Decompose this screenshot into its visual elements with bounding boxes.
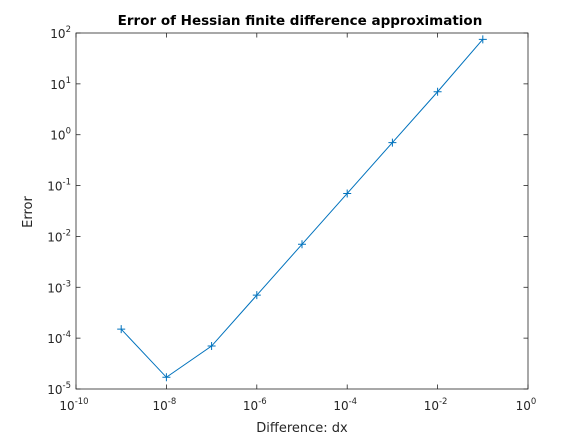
data-point-marker <box>388 138 397 147</box>
y-tick-label: 101 <box>50 76 71 92</box>
y-tick-label: 10-4 <box>47 330 71 346</box>
y-tick-label: 100 <box>50 127 71 143</box>
y-tick-label: 102 <box>50 25 71 41</box>
chart-title: Error of Hessian finite difference appro… <box>118 13 483 29</box>
tick-marks <box>75 32 529 390</box>
plot-area <box>75 32 529 390</box>
tick-labels: 10-10 10-8 10-6 10-4 10-2 100 10-5 10-4 10-3 10-2… <box>47 25 536 413</box>
x-tick-label: 10-8 <box>153 397 177 413</box>
data-point-marker <box>117 325 126 334</box>
y-tick-label: 10-1 <box>47 178 71 194</box>
y-tick-label: 10-2 <box>47 228 71 244</box>
x-tick-label: 10-4 <box>333 397 357 413</box>
data-series <box>117 35 487 382</box>
data-point-marker <box>298 240 306 249</box>
data-point-marker <box>207 342 216 351</box>
x-tick-label: 10-10 <box>59 397 88 413</box>
x-tick-label: 10-6 <box>243 397 267 413</box>
data-point-marker <box>433 87 442 96</box>
data-point-marker <box>252 291 261 300</box>
y-axis-label: Error <box>21 196 36 228</box>
data-point-marker <box>478 35 487 44</box>
data-point-marker <box>343 189 352 198</box>
data-point-marker <box>162 373 171 382</box>
y-tick-label: 10-3 <box>47 279 71 295</box>
y-tick-label: 10-5 <box>47 381 71 397</box>
x-tick-label: 10-2 <box>424 397 448 413</box>
x-axis-label: Difference: dx <box>256 421 348 436</box>
x-tick-label: 100 <box>516 397 537 413</box>
